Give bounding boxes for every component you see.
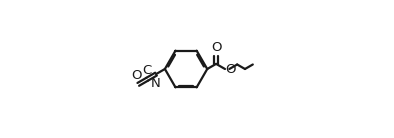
Text: O: O [132, 69, 142, 82]
Text: C: C [142, 64, 152, 77]
Text: O: O [226, 63, 236, 75]
Text: O: O [211, 41, 221, 54]
Text: N: N [151, 77, 160, 90]
